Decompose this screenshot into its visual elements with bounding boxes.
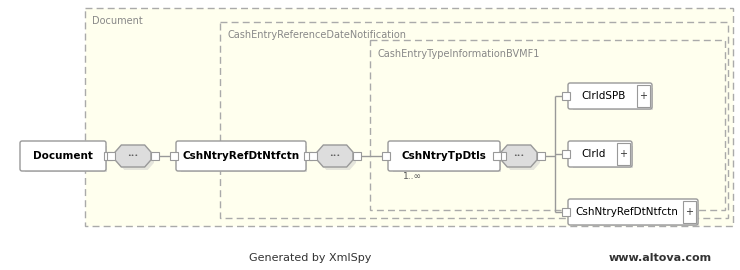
Text: Document: Document	[33, 151, 93, 161]
Text: www.altova.com: www.altova.com	[608, 253, 712, 263]
Bar	[85, 8, 733, 226]
Bar	[104, 152, 112, 160]
Bar	[637, 85, 650, 107]
Text: •••: •••	[329, 154, 340, 158]
Bar	[562, 150, 570, 158]
Polygon shape	[118, 148, 154, 170]
FancyBboxPatch shape	[393, 146, 501, 172]
Bar	[220, 22, 728, 218]
Bar	[562, 208, 570, 216]
Bar	[382, 152, 390, 160]
Bar	[309, 152, 317, 160]
FancyBboxPatch shape	[568, 83, 652, 109]
Text: +: +	[619, 149, 628, 159]
FancyBboxPatch shape	[568, 141, 632, 167]
Text: ClrId: ClrId	[582, 149, 605, 159]
Text: Document: Document	[92, 16, 143, 26]
FancyBboxPatch shape	[181, 146, 307, 172]
Bar	[353, 152, 361, 160]
FancyBboxPatch shape	[573, 146, 633, 168]
Text: CshNtryRefDtNtfctn: CshNtryRefDtNtfctn	[183, 151, 300, 161]
Bar	[170, 152, 178, 160]
Text: Generated by XmlSpy: Generated by XmlSpy	[249, 253, 371, 263]
FancyBboxPatch shape	[573, 204, 699, 226]
Text: CshNtryRefDtNtfctn: CshNtryRefDtNtfctn	[575, 207, 678, 217]
Text: CshNtryTpDtls: CshNtryTpDtls	[402, 151, 486, 161]
Polygon shape	[320, 148, 356, 170]
Text: +: +	[639, 91, 648, 101]
Bar	[370, 40, 725, 210]
FancyBboxPatch shape	[20, 141, 106, 171]
Bar	[683, 201, 696, 223]
Bar	[562, 92, 570, 100]
Polygon shape	[317, 145, 353, 167]
Text: 1..∞: 1..∞	[403, 172, 422, 181]
Bar	[537, 152, 545, 160]
FancyBboxPatch shape	[388, 141, 500, 171]
Text: •••: •••	[514, 154, 525, 158]
Polygon shape	[115, 145, 151, 167]
Bar	[493, 152, 501, 160]
FancyBboxPatch shape	[176, 141, 306, 171]
Polygon shape	[504, 148, 540, 170]
Text: •••: •••	[127, 154, 138, 158]
FancyBboxPatch shape	[568, 199, 698, 225]
Polygon shape	[501, 145, 537, 167]
Bar	[498, 152, 506, 160]
Bar	[107, 152, 115, 160]
Bar	[151, 152, 159, 160]
Bar	[304, 152, 312, 160]
Text: +: +	[685, 207, 693, 217]
FancyBboxPatch shape	[573, 88, 653, 110]
Text: ClrIdSPB: ClrIdSPB	[582, 91, 626, 101]
Text: CashEntryTypeInformationBVMF1: CashEntryTypeInformationBVMF1	[377, 49, 539, 59]
FancyBboxPatch shape	[25, 146, 107, 172]
Text: CashEntryReferenceDateNotification: CashEntryReferenceDateNotification	[228, 30, 407, 40]
Bar	[617, 143, 630, 165]
